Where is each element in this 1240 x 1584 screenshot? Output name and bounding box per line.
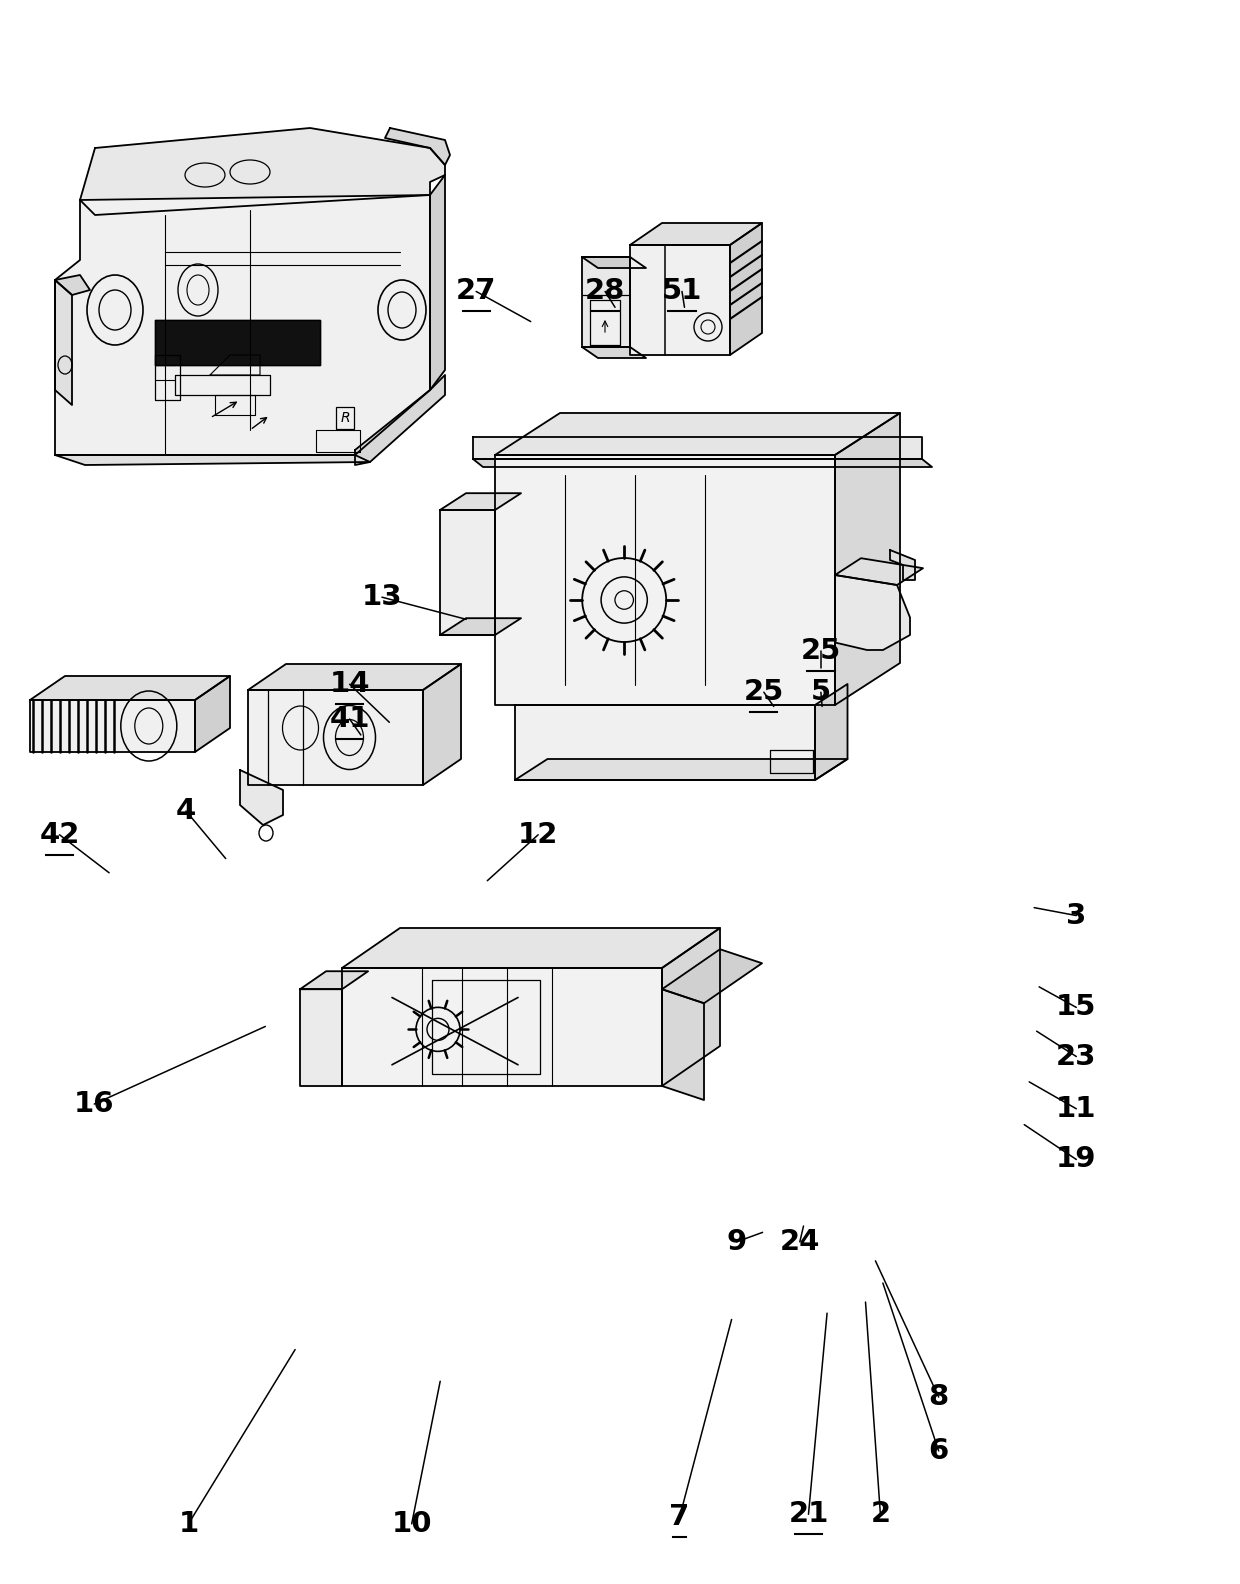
Polygon shape bbox=[662, 928, 720, 1087]
Polygon shape bbox=[472, 437, 923, 459]
Text: 5: 5 bbox=[811, 678, 831, 706]
Text: 25: 25 bbox=[801, 637, 841, 665]
Polygon shape bbox=[890, 550, 915, 580]
Polygon shape bbox=[472, 459, 932, 467]
Text: 51: 51 bbox=[662, 277, 702, 306]
Text: 21: 21 bbox=[789, 1500, 828, 1529]
Polygon shape bbox=[630, 223, 763, 246]
Polygon shape bbox=[835, 558, 923, 584]
Text: 28: 28 bbox=[585, 277, 625, 306]
Polygon shape bbox=[248, 691, 423, 786]
Text: 24: 24 bbox=[780, 1228, 820, 1256]
Polygon shape bbox=[440, 618, 521, 635]
Polygon shape bbox=[662, 990, 704, 1099]
Polygon shape bbox=[195, 676, 229, 752]
Polygon shape bbox=[440, 493, 521, 510]
Text: 3: 3 bbox=[1066, 901, 1086, 930]
Polygon shape bbox=[384, 128, 450, 165]
Polygon shape bbox=[582, 257, 630, 347]
Text: 42: 42 bbox=[40, 821, 79, 849]
Polygon shape bbox=[582, 347, 646, 358]
Text: 6: 6 bbox=[929, 1437, 949, 1465]
Polygon shape bbox=[55, 455, 370, 466]
Polygon shape bbox=[55, 280, 72, 406]
Text: 1: 1 bbox=[179, 1510, 198, 1538]
Text: 8: 8 bbox=[929, 1383, 949, 1411]
Text: R: R bbox=[340, 410, 350, 425]
Polygon shape bbox=[815, 684, 847, 779]
Text: 9: 9 bbox=[727, 1228, 746, 1256]
Text: 27: 27 bbox=[456, 277, 496, 306]
Polygon shape bbox=[30, 700, 195, 752]
Polygon shape bbox=[423, 664, 461, 786]
Polygon shape bbox=[590, 299, 620, 345]
Text: 12: 12 bbox=[518, 821, 558, 849]
Text: 14: 14 bbox=[330, 670, 370, 699]
Text: 23: 23 bbox=[1056, 1042, 1096, 1071]
Polygon shape bbox=[430, 174, 445, 390]
Text: 25: 25 bbox=[744, 678, 784, 706]
Polygon shape bbox=[30, 676, 229, 700]
Polygon shape bbox=[495, 413, 900, 455]
Text: 2: 2 bbox=[870, 1500, 890, 1529]
Polygon shape bbox=[835, 413, 900, 705]
Text: 13: 13 bbox=[362, 583, 402, 611]
Polygon shape bbox=[730, 223, 763, 355]
Text: 41: 41 bbox=[330, 705, 370, 733]
Polygon shape bbox=[155, 320, 320, 364]
Polygon shape bbox=[630, 246, 730, 355]
Polygon shape bbox=[495, 455, 835, 705]
Polygon shape bbox=[241, 770, 283, 825]
Polygon shape bbox=[355, 375, 445, 466]
Polygon shape bbox=[342, 968, 662, 1087]
Text: 11: 11 bbox=[1056, 1095, 1096, 1123]
Text: 16: 16 bbox=[74, 1090, 114, 1118]
Polygon shape bbox=[300, 971, 368, 990]
Polygon shape bbox=[55, 276, 91, 295]
Text: 7: 7 bbox=[670, 1503, 689, 1532]
Polygon shape bbox=[662, 949, 763, 1003]
Polygon shape bbox=[835, 575, 910, 649]
Polygon shape bbox=[300, 990, 342, 1087]
Polygon shape bbox=[81, 128, 445, 215]
Polygon shape bbox=[342, 928, 720, 968]
Text: 15: 15 bbox=[1056, 993, 1096, 1022]
Text: 4: 4 bbox=[176, 797, 196, 825]
Polygon shape bbox=[55, 195, 430, 455]
Polygon shape bbox=[440, 510, 495, 635]
Text: 10: 10 bbox=[392, 1510, 432, 1538]
Text: 19: 19 bbox=[1056, 1145, 1096, 1174]
Polygon shape bbox=[515, 759, 847, 779]
Polygon shape bbox=[582, 257, 646, 268]
Polygon shape bbox=[515, 705, 815, 779]
Polygon shape bbox=[248, 664, 461, 691]
